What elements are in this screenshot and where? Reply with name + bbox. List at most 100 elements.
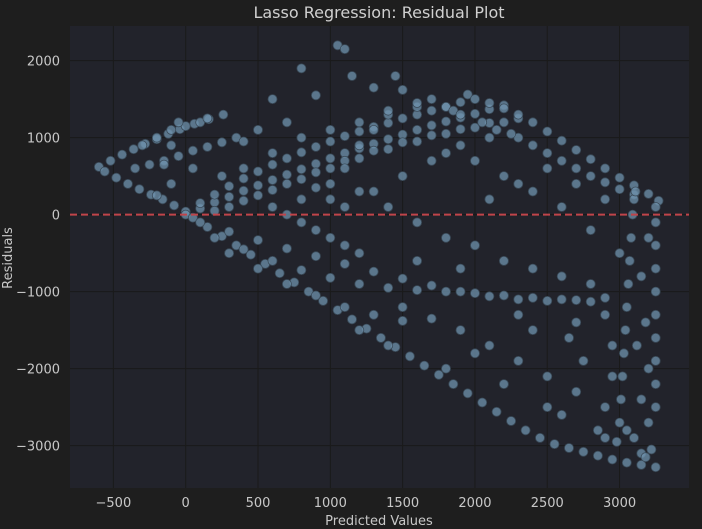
data-point (571, 178, 582, 189)
data-point (455, 124, 466, 135)
data-point (623, 279, 634, 289)
data-point (617, 371, 628, 382)
data-point (354, 126, 365, 137)
x-tick-label: 500 (246, 496, 271, 511)
data-point (542, 163, 553, 174)
data-point (187, 163, 198, 174)
data-point (455, 97, 466, 108)
data-point (218, 109, 229, 120)
data-point (556, 271, 567, 282)
data-point (498, 255, 509, 266)
data-point (614, 417, 625, 428)
data-point (611, 436, 622, 447)
data-point (339, 258, 350, 269)
data-point (542, 371, 553, 382)
data-point (441, 128, 451, 139)
data-point (281, 169, 292, 180)
data-point (253, 235, 263, 246)
data-point (238, 163, 249, 174)
data-point (527, 117, 538, 128)
data-point (535, 432, 545, 443)
data-point (267, 202, 278, 212)
data-point (607, 454, 618, 465)
data-point (650, 263, 661, 274)
data-point (650, 309, 661, 320)
data-point (506, 416, 517, 426)
data-point (166, 178, 177, 189)
data-point (375, 332, 386, 343)
data-point (484, 132, 495, 143)
data-point (339, 240, 350, 251)
data-point (267, 175, 278, 185)
data-point (325, 153, 336, 164)
y-tick-label: 2000 (27, 55, 60, 70)
data-point (498, 171, 509, 182)
data-point (383, 144, 394, 155)
data-point (325, 272, 336, 283)
data-point (253, 166, 263, 177)
data-point (296, 194, 307, 205)
data-point (267, 159, 278, 170)
data-point (619, 348, 629, 359)
y-tick-label: −1000 (16, 286, 60, 301)
data-point (310, 290, 321, 301)
data-point (527, 263, 538, 274)
data-point (281, 178, 292, 189)
data-point (397, 171, 408, 182)
data-point (267, 94, 278, 104)
data-point (397, 137, 408, 148)
data-point (477, 117, 488, 128)
data-point (593, 425, 603, 436)
data-point (238, 185, 249, 196)
data-point (470, 240, 480, 251)
data-point (556, 135, 567, 146)
data-point (347, 314, 357, 325)
data-point (238, 195, 249, 206)
data-point (123, 178, 133, 189)
data-point (600, 194, 610, 205)
data-point (310, 167, 321, 178)
data-point (202, 141, 213, 152)
data-point (621, 302, 632, 313)
data-point (202, 222, 213, 232)
data-point (643, 363, 654, 374)
data-point (281, 117, 292, 128)
data-point (506, 128, 517, 139)
data-point (632, 340, 642, 351)
data-point (224, 181, 235, 192)
data-point (383, 202, 394, 212)
data-point (354, 117, 365, 128)
data-point (426, 120, 437, 131)
scatter-points (94, 40, 664, 473)
data-point (441, 116, 451, 127)
data-point (571, 145, 582, 155)
data-point (426, 280, 437, 291)
data-point (151, 190, 162, 201)
data-point (130, 163, 141, 174)
data-point (412, 255, 423, 266)
data-point (556, 294, 567, 305)
data-point (462, 89, 473, 100)
data-point (650, 217, 661, 228)
data-point (549, 439, 560, 450)
data-point (296, 132, 307, 143)
data-point (354, 140, 365, 151)
data-point (296, 265, 307, 276)
plot-area (70, 26, 689, 488)
data-point (498, 117, 509, 128)
data-point (368, 82, 379, 93)
data-point (470, 122, 480, 133)
data-point (310, 251, 321, 262)
data-point (585, 171, 596, 182)
data-point (513, 309, 524, 320)
data-point (310, 225, 321, 236)
data-point (556, 202, 567, 212)
grid (70, 26, 689, 488)
data-point (426, 313, 437, 324)
data-point (600, 402, 610, 413)
data-point (195, 217, 206, 228)
data-point (484, 291, 495, 302)
data-point (397, 273, 408, 284)
data-point (325, 124, 336, 135)
